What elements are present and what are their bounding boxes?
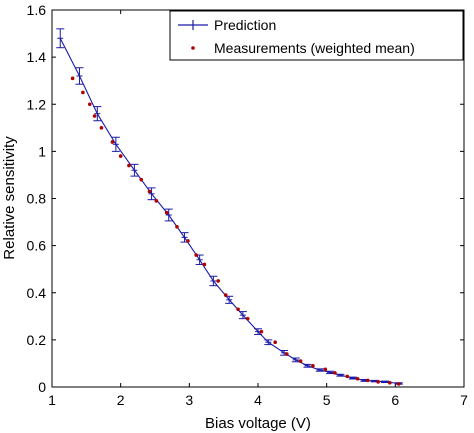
measurement-point: [259, 329, 264, 334]
measurement-point: [186, 239, 190, 243]
y-tick-label: 0.8: [27, 191, 47, 207]
measurement-point: [99, 126, 104, 130]
measurement-point: [323, 367, 328, 372]
measurement-point: [194, 253, 198, 257]
measurement-point: [147, 189, 152, 194]
prediction-point: [147, 187, 156, 201]
measurement-point: [223, 293, 228, 297]
series-layer: [56, 28, 403, 386]
measurement-point: [333, 371, 337, 375]
measurement-point: [273, 340, 277, 345]
prediction-point: [238, 311, 247, 320]
measurement-point: [164, 210, 169, 215]
prediction-point: [56, 28, 65, 49]
x-tick-label: 1: [48, 392, 56, 408]
measurement-point: [366, 378, 370, 383]
measurement-point: [92, 114, 97, 118]
measurement-point: [298, 359, 303, 363]
measurement-point: [87, 102, 92, 107]
x-axis-title: Bias voltage (V): [205, 415, 311, 432]
x-tick-label: 2: [117, 392, 125, 408]
prediction-point: [326, 370, 335, 375]
prediction-point: [111, 136, 120, 152]
measurement-point: [139, 177, 144, 182]
prediction-point: [336, 373, 345, 377]
y-tick-label: 0.6: [27, 238, 47, 254]
measurement-point: [376, 380, 380, 384]
y-tick-label: 1: [38, 143, 46, 159]
prediction-point: [303, 363, 312, 368]
measurement-point: [285, 352, 289, 356]
x-tick-label: 4: [254, 392, 262, 408]
measurement-point: [311, 363, 315, 368]
legend-measurement-dot: [191, 46, 195, 50]
prediction-point: [75, 67, 84, 85]
prediction-point: [264, 339, 273, 346]
measurement-point: [70, 76, 75, 81]
measurement-point: [245, 316, 250, 321]
measurement-point: [216, 279, 220, 283]
legend-box: [169, 10, 464, 61]
y-tick-label: 0.4: [27, 285, 47, 301]
prediction-point: [348, 376, 357, 380]
measurement-point: [202, 262, 207, 267]
prediction-point: [93, 106, 102, 122]
plot-area: [51, 9, 465, 388]
measurement-point: [236, 307, 240, 312]
measurement-point: [127, 163, 131, 168]
x-tick-label: 6: [391, 392, 399, 408]
prediction-point: [315, 368, 324, 372]
prediction-point: [291, 357, 300, 363]
x-tick-label: 7: [460, 392, 468, 408]
measurement-point: [118, 154, 123, 158]
y-tick-label: 1.2: [27, 96, 47, 112]
y-tick-label: 1.4: [27, 49, 47, 65]
axis-ticks: 1 2 3 4 5 6 7 0 0.2 0.4 0.6 0.8 1 1.2 1.4 1.6: [27, 2, 469, 408]
measurement-point: [175, 224, 179, 229]
legend: Prediction Measurements (weighted mean): [169, 10, 464, 61]
measurement-point: [355, 376, 360, 381]
measurement-point: [396, 382, 401, 386]
measurement-point: [110, 140, 115, 144]
prediction-point: [209, 275, 218, 287]
measurement-point: [81, 90, 85, 95]
measurement-point: [154, 199, 159, 203]
y-tick-label: 0.2: [27, 332, 47, 348]
y-tick-label: 0: [38, 379, 46, 395]
prediction-point: [164, 208, 173, 222]
measurement-point: [345, 374, 350, 379]
prediction-point: [130, 163, 139, 177]
measurement-point: [388, 380, 392, 385]
legend-measurement-label: Measurements (weighted mean): [214, 40, 415, 56]
y-axis-title: Relative sensitivity: [1, 136, 18, 260]
x-tick-label: 3: [185, 392, 193, 408]
legend-prediction-label: Prediction: [214, 17, 276, 33]
prediction-point: [381, 380, 390, 384]
x-tick-label: 5: [323, 392, 331, 408]
y-tick-label: 1.6: [27, 2, 47, 18]
